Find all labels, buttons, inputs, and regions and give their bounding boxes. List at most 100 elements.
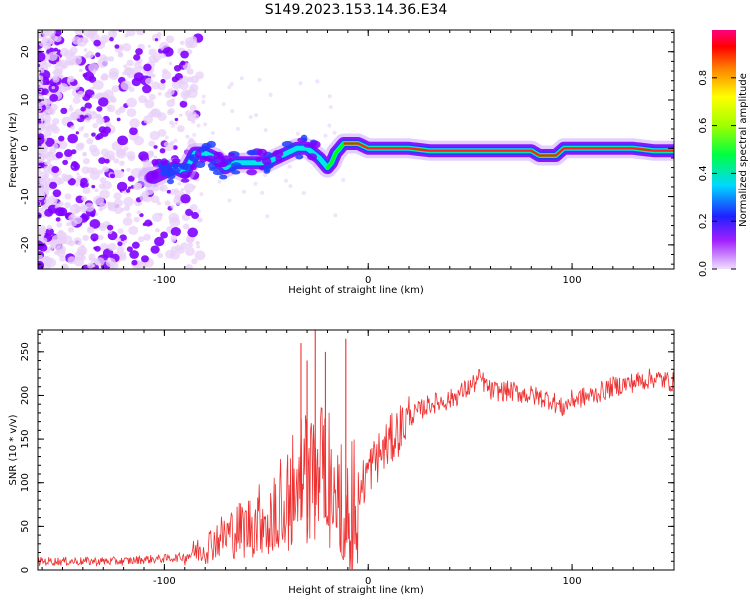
heatmap-cell (38, 133, 45, 140)
heatmap-cell (56, 49, 61, 53)
heatmap-cell (88, 111, 98, 120)
heatmap-cell (113, 158, 120, 164)
heatmap-cell (172, 145, 178, 150)
heatmap-cell (46, 224, 53, 230)
heatmap-cell (43, 165, 51, 173)
heatmap-cell (96, 106, 103, 112)
heatmap-cell (89, 212, 96, 218)
heatmap-cell (131, 241, 140, 249)
heatmap-cell (99, 189, 110, 199)
heatmap-cell (283, 178, 288, 183)
heatmap-cell (192, 184, 197, 189)
heatmap-cell (78, 126, 84, 132)
colorbar-tick-label: 0.4 (698, 165, 709, 181)
heatmap-cell (199, 156, 207, 163)
heatmap-cell (38, 162, 44, 167)
heatmap-cell (111, 30, 117, 35)
snr-ytick-label: 0 (20, 567, 31, 573)
heatmap-cell (160, 53, 166, 59)
heatmap-cell (171, 76, 179, 83)
heatmap-cell (55, 61, 63, 67)
heatmap-cell (78, 68, 83, 73)
heatmap-cell (111, 85, 120, 93)
heatmap-cell (123, 64, 128, 69)
heatmap-cell (195, 240, 200, 245)
heatmap-cell (77, 241, 82, 246)
heatmap-cell (77, 43, 82, 47)
heatmap-cell (173, 64, 182, 72)
heatmap-cell (195, 71, 204, 80)
heatmap-cell (96, 133, 104, 140)
heatmap-cell (69, 111, 79, 121)
heatmap-cell (38, 254, 44, 261)
heatmap-cell (55, 217, 61, 222)
heatmap-cell (88, 62, 99, 73)
heatmap-cell (154, 38, 159, 42)
heatmap-cell (263, 172, 268, 177)
heatmap-cell (95, 52, 101, 58)
heatmap-cell (136, 30, 146, 36)
heatmap-cell (126, 246, 133, 252)
heatmap-cell (116, 181, 128, 192)
heatmap-cell (54, 67, 64, 76)
heatmap-cell (166, 189, 171, 194)
heatmap-cell (217, 179, 222, 184)
heatmap-cell (69, 52, 76, 58)
heatmap-cell (70, 125, 75, 130)
heatmap-cell (47, 51, 58, 61)
heatmap-cell (128, 225, 139, 235)
heatmap-cell (161, 70, 172, 80)
heatmap-cell (145, 77, 153, 85)
heatmap-cell (64, 193, 72, 200)
heatmap-cell (180, 193, 191, 204)
heatmap-cell (107, 242, 117, 251)
heatmap-cell (150, 195, 160, 204)
heatmap-cell (143, 115, 154, 125)
heatmap-cell (82, 234, 89, 242)
heatmap-cell (107, 56, 115, 62)
heatmap-cell (254, 113, 259, 118)
heatmap-cell (315, 79, 320, 84)
heatmap-cell (182, 223, 190, 230)
heatmap-cell (120, 80, 132, 91)
heatmap-cell (116, 117, 121, 122)
heatmap-cell (126, 167, 131, 173)
heatmap-ridge-core (343, 142, 674, 157)
heatmap-cell (169, 217, 181, 228)
heatmap-cell (173, 188, 179, 194)
heatmap-cell (134, 61, 142, 69)
heatmap-cell (164, 91, 173, 99)
snr-ytick-label: 250 (20, 342, 31, 361)
heatmap-cell (213, 156, 222, 163)
heatmap-cell (71, 36, 82, 45)
heatmap-cell (38, 240, 44, 251)
heatmap-cell (125, 212, 132, 218)
heatmap-cell (192, 132, 197, 137)
heatmap-cell (123, 239, 128, 244)
heatmap-cell (42, 256, 53, 267)
heatmap-cell (80, 244, 85, 249)
heatmap-cell (210, 130, 215, 135)
heatmap-cell (84, 102, 92, 110)
heatmap-cell (90, 148, 101, 157)
heatmap-cell (263, 169, 271, 174)
heatmap-cell (80, 203, 86, 210)
heatmap-cell (171, 123, 176, 128)
heatmap-cell (145, 186, 155, 196)
heatmap-cell (148, 222, 153, 226)
heatmap-cell (196, 209, 201, 214)
heatmap-cell (147, 44, 152, 48)
heatmap-cell (41, 88, 49, 96)
heatmap-cell (179, 77, 184, 82)
heatmap-cell (115, 148, 127, 159)
heatmap-cell (190, 86, 195, 91)
heatmap-cell (227, 198, 232, 203)
heatmap-cell (51, 86, 56, 90)
heatmap-cell (174, 121, 178, 125)
heatmap-cell (82, 214, 90, 221)
heatmap-cell (180, 50, 189, 59)
heatmap-cell (91, 184, 96, 189)
heatmap-cell (52, 76, 60, 83)
